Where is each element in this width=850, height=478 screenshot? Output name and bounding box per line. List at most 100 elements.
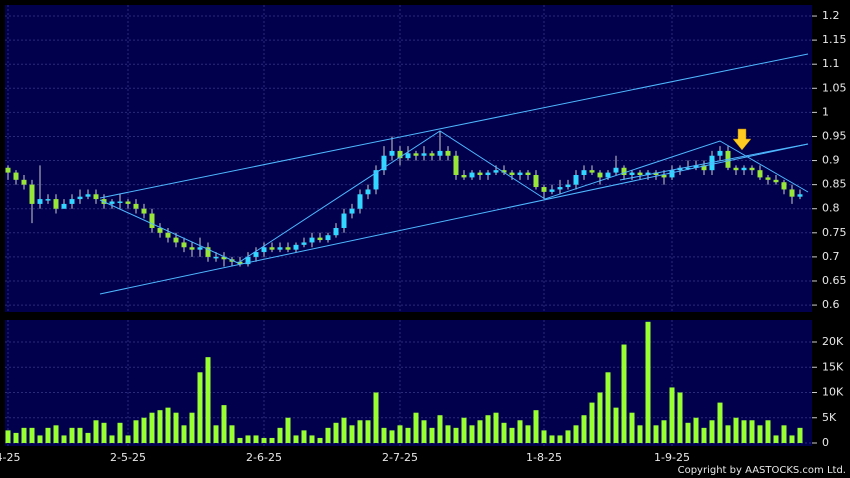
candle-body <box>85 194 91 197</box>
volume-bar <box>725 425 731 443</box>
candle-body <box>429 153 435 156</box>
y-tick-label: 0.75 <box>822 226 847 239</box>
volume-bar <box>709 420 715 443</box>
volume-bar <box>493 412 499 443</box>
y-tick-label: 1.05 <box>822 81 847 94</box>
volume-bar <box>405 427 411 443</box>
candle-body <box>421 153 427 156</box>
candle-body <box>245 256 251 265</box>
volume-bar <box>677 392 683 443</box>
volume-bar <box>213 425 219 443</box>
volume-bar <box>733 417 739 443</box>
volume-bar <box>93 420 99 443</box>
volume-bar <box>549 435 555 443</box>
candle-body <box>549 189 555 192</box>
candle-body <box>645 172 651 176</box>
candle-body <box>501 170 507 173</box>
volume-panel <box>5 320 812 446</box>
candle-body <box>709 155 715 171</box>
volume-bar <box>53 425 59 443</box>
volume-bar <box>445 425 451 443</box>
candle-body <box>597 172 603 178</box>
candle-body <box>269 247 275 250</box>
candle-body <box>701 165 707 171</box>
candle-body <box>373 170 379 190</box>
volume-bar <box>205 357 211 443</box>
candle-body <box>205 247 211 257</box>
candle-body <box>45 199 51 201</box>
volume-bar <box>69 427 75 443</box>
candle-body <box>485 172 491 176</box>
candle-body <box>685 167 691 170</box>
volume-bar <box>373 392 379 443</box>
volume-bar <box>565 430 571 443</box>
candle-body <box>389 150 395 156</box>
y-tick-label: 0.9 <box>822 154 840 167</box>
candle-body <box>357 194 363 209</box>
volume-bar <box>781 425 787 443</box>
volume-bar <box>741 420 747 443</box>
candle-body <box>13 172 19 180</box>
candle-body <box>629 172 635 176</box>
volume-bar <box>509 427 515 443</box>
marks <box>5 131 803 443</box>
candle-body <box>197 247 203 250</box>
volume-bar <box>301 430 307 443</box>
candle-body <box>413 153 419 156</box>
y-tick-label: 0.8 <box>822 202 840 215</box>
volume-bar <box>685 422 691 443</box>
volume-bar <box>557 435 563 443</box>
candle-body <box>333 227 339 236</box>
candle-body <box>717 150 723 156</box>
volume-bar <box>165 407 171 443</box>
candle-body <box>781 182 787 190</box>
candle-body <box>669 170 675 178</box>
volume-bar <box>701 427 707 443</box>
volume-bar <box>365 420 371 443</box>
volume-bar <box>525 425 531 443</box>
candle-body <box>397 150 403 159</box>
candle-body <box>117 201 123 203</box>
y-tick-label: 0.85 <box>822 178 847 191</box>
candle-body <box>301 242 307 245</box>
volume-bar <box>621 344 627 443</box>
candle-body <box>141 208 147 214</box>
trend-lines <box>99 53 809 295</box>
volume-bar <box>661 420 667 443</box>
volume-bar <box>749 420 755 443</box>
candle-body <box>189 247 195 250</box>
candle-body <box>53 199 59 209</box>
x-tick-label: 1-8-25 <box>526 451 562 464</box>
volume-bar <box>589 402 595 443</box>
candle-body <box>21 179 27 185</box>
volume-bar <box>693 417 699 443</box>
volume-bar <box>245 435 251 443</box>
candle-body <box>757 170 763 178</box>
volume-bar <box>109 435 115 443</box>
volume-bar <box>397 425 403 443</box>
volume-bar <box>197 372 203 443</box>
volume-bar <box>461 417 467 443</box>
volume-bar <box>117 422 123 443</box>
candle-body <box>765 177 771 180</box>
volume-bar <box>77 427 83 443</box>
volume-bar <box>5 430 11 443</box>
volume-bar <box>653 425 659 443</box>
candle-body <box>277 247 283 250</box>
volume-bar <box>253 435 259 443</box>
candle-body <box>165 232 171 238</box>
candle-body <box>309 237 315 243</box>
volume-bar <box>237 437 243 443</box>
volume-bar <box>189 412 195 443</box>
volume-bar <box>773 435 779 443</box>
candle-body <box>125 201 131 204</box>
candle-body <box>581 170 587 176</box>
candle-body <box>557 187 563 190</box>
candle-body <box>61 203 67 209</box>
volume-tick-label: 15K <box>822 360 844 373</box>
y-tick-label: 1.15 <box>822 33 847 46</box>
x-tick-label: 2-5-25 <box>110 451 146 464</box>
candle-body <box>605 172 611 178</box>
volume-bar <box>229 425 235 443</box>
candle-body <box>509 172 515 176</box>
